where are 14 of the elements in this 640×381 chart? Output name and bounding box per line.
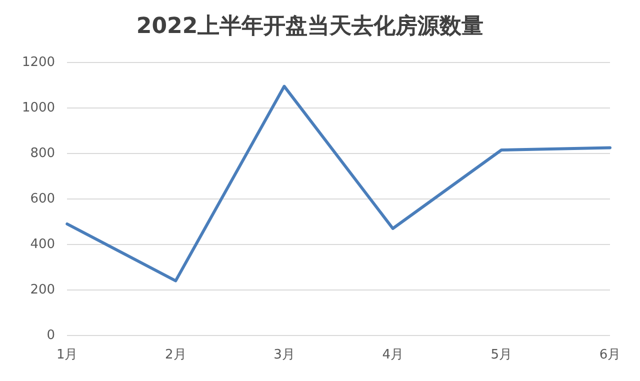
y-tick-label: 600 bbox=[30, 191, 56, 206]
y-tick-label: 0 bbox=[46, 328, 56, 343]
y-tick-label: 200 bbox=[30, 282, 56, 298]
x-tick-label: 6月 bbox=[599, 348, 621, 363]
x-tick-label: 2月 bbox=[165, 348, 186, 363]
x-tick-label: 4月 bbox=[382, 348, 404, 363]
y-tick-label: 400 bbox=[30, 236, 56, 252]
y-tick-label: 1200 bbox=[22, 54, 56, 70]
y-tick-label: 1000 bbox=[22, 100, 56, 116]
x-tick-label: 5月 bbox=[490, 348, 512, 363]
x-tick-label: 3月 bbox=[274, 348, 295, 363]
chart-title: 2022上半年开盘当天去化房源数量 bbox=[136, 12, 484, 39]
y-tick-label: 800 bbox=[30, 146, 56, 161]
x-tick-label: 1月 bbox=[56, 348, 78, 363]
